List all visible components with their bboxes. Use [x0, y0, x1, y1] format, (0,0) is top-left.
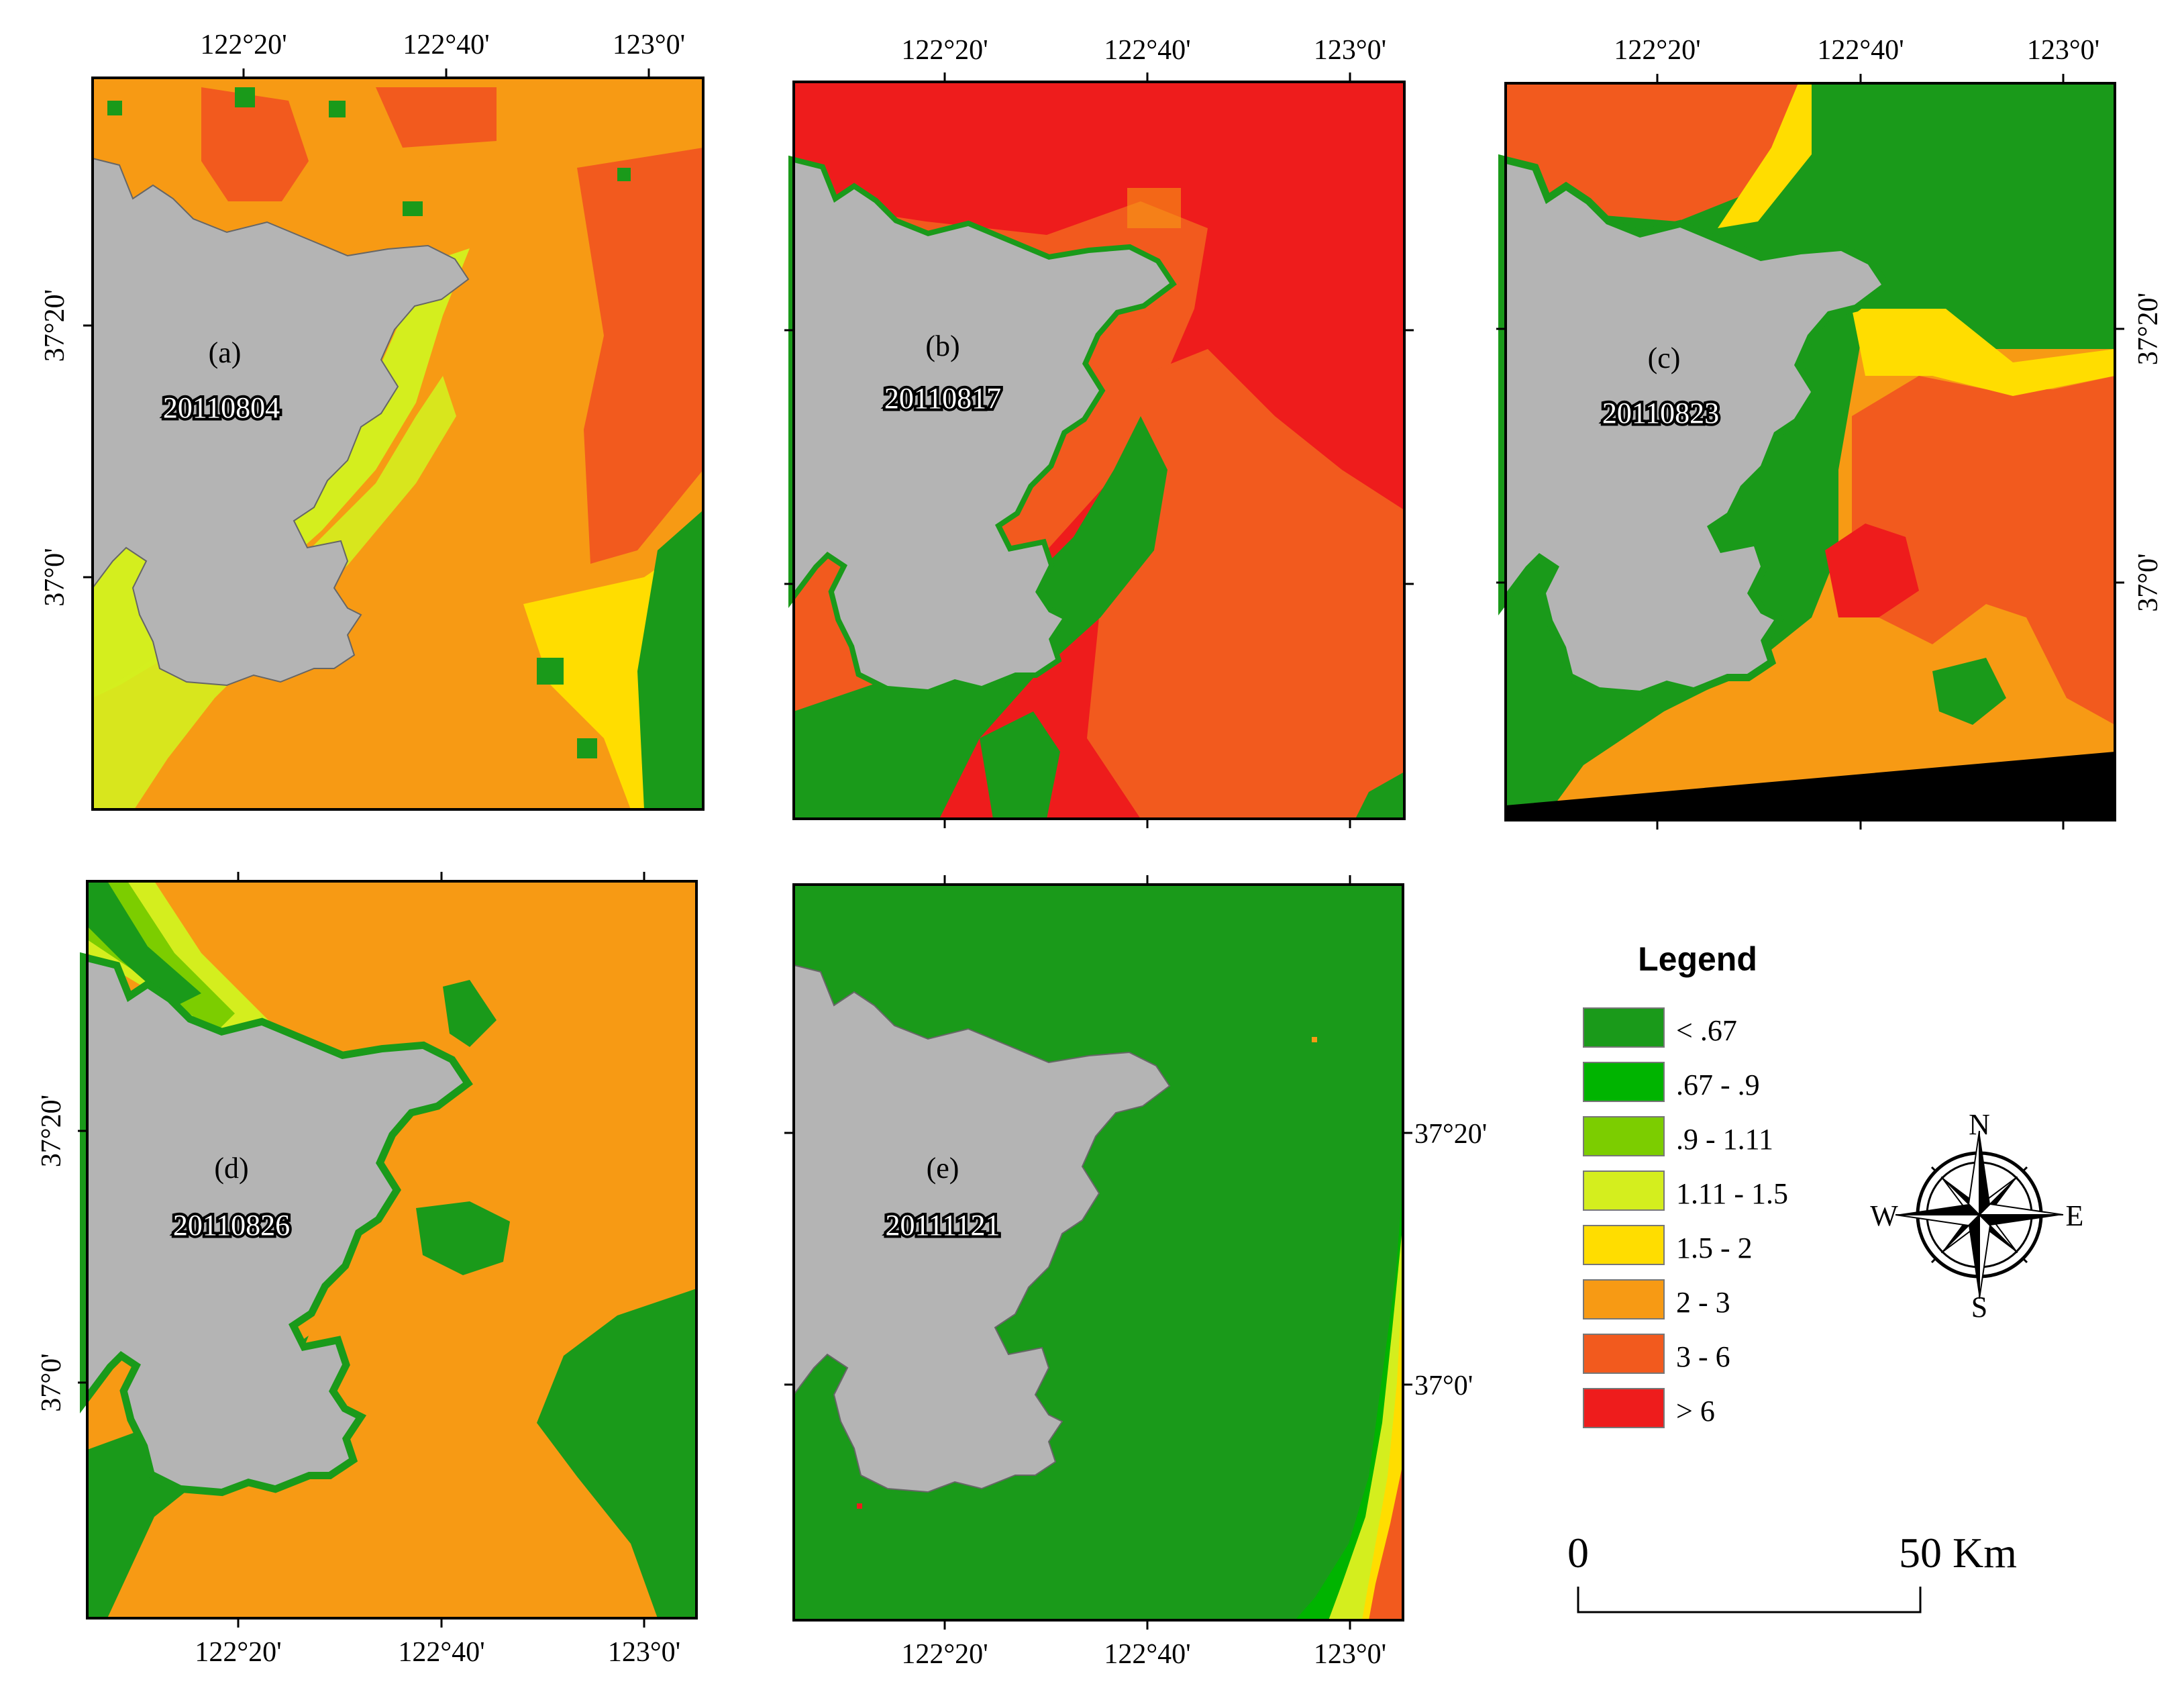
- panel-a-left-tick-2: 37°0': [40, 548, 70, 606]
- legend-title: Legend: [1638, 940, 1757, 978]
- legend-label-4: 1.5 - 2: [1676, 1232, 1753, 1264]
- panel-a-top-tick-2: 122°40': [403, 30, 489, 60]
- panel-d-bottom-tick-3: 123°0': [608, 1637, 680, 1668]
- legend-swatch-0: [1583, 1007, 1665, 1048]
- panel-b-ticks: [784, 72, 1414, 828]
- map-d: [87, 880, 698, 1620]
- panel-e-label: (e): [927, 1152, 959, 1185]
- panel-b: (b) 20110817 122°20' 122°40' 123°0': [784, 35, 1414, 828]
- legend-label-2: .9 - 1.11: [1676, 1123, 1773, 1156]
- panel-a-left-tick-1: 37°20': [40, 289, 70, 362]
- panel-d: (d) 20110826 122°20' 122°40' 123°0' 37°2…: [36, 872, 698, 1668]
- legend-items: < .67 .67 - .9 .9 - 1.11 1.11 - 1.5 1.5 - 2 2…: [1583, 1007, 1788, 1428]
- panel-e-date: 20111121: [885, 1209, 1000, 1242]
- panel-e-ticks: [784, 875, 1412, 1630]
- legend-label-5: 2 - 3: [1676, 1286, 1730, 1319]
- panel-b-label: (b): [925, 330, 959, 362]
- panel-a: (a) 20110804 122°20' 122°40' 123°0' 37°2…: [40, 30, 705, 811]
- panel-c-date: 20110823: [1602, 397, 1719, 430]
- panel-a-top-tick-3: 123°0': [613, 30, 685, 60]
- legend-swatch-4: [1583, 1225, 1665, 1265]
- compass-n: N: [1969, 1108, 1990, 1141]
- legend-label-3: 1.11 - 1.5: [1676, 1177, 1788, 1210]
- legend: Legend < .67 .67 - .9 .9 - 1.11 1.11 - 1.5 1…: [1583, 940, 1788, 1428]
- panel-e: (e) 20111121 122°20' 122°40' 123°0' 37°2…: [784, 875, 1487, 1670]
- legend-label-1: .67 - .9: [1676, 1068, 1760, 1101]
- panel-a-ticks: [83, 68, 650, 579]
- legend-swatch-6: [1583, 1334, 1665, 1374]
- panel-e-bottom-tick-2: 122°40': [1104, 1639, 1190, 1670]
- legend-swatch-7: [1583, 1388, 1665, 1428]
- legend-swatch-1: [1583, 1062, 1665, 1102]
- map-a: [91, 77, 705, 811]
- panel-d-left-tick-1: 37°20': [36, 1095, 67, 1167]
- scale-bar-end: 50 Km: [1899, 1529, 2017, 1577]
- panel-b-top-tick-3: 123°0': [1314, 35, 1386, 66]
- legend-label-7: > 6: [1676, 1395, 1715, 1428]
- panel-c: (c) 20110823 122°20' 122°40' 123°0' 37°2…: [1496, 35, 2164, 830]
- panel-d-left-tick-2: 37°0': [36, 1353, 67, 1411]
- panel-c-label: (c): [1648, 342, 1681, 375]
- panel-b-top-tick-1: 122°20': [901, 35, 988, 66]
- panel-d-label: (d): [214, 1152, 248, 1185]
- panel-e-bottom-tick-1: 122°20': [901, 1639, 988, 1670]
- map-c: [1506, 82, 2116, 821]
- panel-b-date: 20110817: [884, 382, 1001, 415]
- scale-bar-start: 0: [1567, 1529, 1589, 1577]
- legend-swatch-2: [1583, 1116, 1665, 1156]
- panel-a-label: (a): [209, 336, 242, 369]
- compass-e: E: [2066, 1199, 2084, 1232]
- panel-c-right-tick-1: 37°20': [2133, 293, 2164, 365]
- legend-swatch-5: [1583, 1279, 1665, 1319]
- panel-a-date: 20110804: [163, 391, 280, 424]
- panel-e-right-tick-2: 37°0': [1414, 1371, 1473, 1401]
- compass-w: W: [1870, 1199, 1898, 1232]
- panel-b-top-tick-2: 122°40': [1104, 35, 1190, 66]
- panel-a-top-tick-1: 122°20': [200, 30, 287, 60]
- scale-bar: 0 50 Km: [1567, 1529, 2017, 1613]
- legend-swatch-3: [1583, 1170, 1665, 1211]
- panel-d-bottom-tick-1: 122°20': [195, 1637, 281, 1668]
- panel-d-date: 20110826: [173, 1209, 290, 1242]
- map-b: [794, 81, 1406, 820]
- panel-c-ticks: [1496, 74, 2124, 830]
- panel-d-bottom-tick-2: 122°40': [398, 1637, 484, 1668]
- panel-c-right-tick-2: 37°0': [2133, 553, 2164, 611]
- panel-c-top-tick-3: 123°0': [2027, 35, 2099, 66]
- panel-c-top-tick-1: 122°20': [1614, 35, 1700, 66]
- map-e: [792, 883, 1404, 1622]
- north-arrow-icon: [1895, 1130, 2064, 1299]
- panel-c-top-tick-2: 122°40': [1817, 35, 1904, 66]
- panel-e-right-tick-1: 37°20': [1414, 1119, 1487, 1150]
- legend-label-6: 3 - 6: [1676, 1340, 1730, 1373]
- compass-s: S: [1971, 1291, 1987, 1324]
- panel-e-bottom-tick-3: 123°0': [1314, 1639, 1386, 1670]
- panel-d-ticks: [78, 872, 645, 1628]
- legend-label-0: < .67: [1676, 1014, 1737, 1047]
